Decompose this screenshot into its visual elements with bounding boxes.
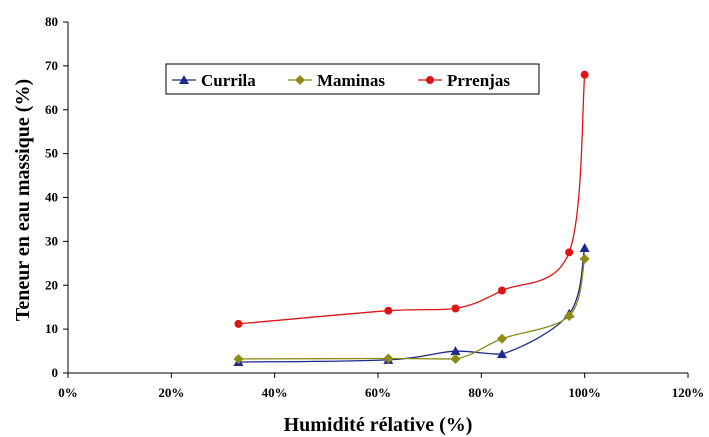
y-tick-label: 30 [45, 233, 58, 248]
data-point-prrenjas [565, 248, 574, 257]
data-point-prrenjas [234, 319, 243, 328]
x-tick-label: 20% [158, 385, 184, 400]
y-tick-label: 50 [45, 146, 58, 161]
series-line-prrenjas [238, 74, 586, 325]
x-axis-title: Humidité rélative (%) [284, 414, 473, 436]
data-point-currila [450, 346, 461, 356]
legend-label-currila: Currila [201, 71, 256, 90]
series-layer [233, 70, 590, 367]
data-point-prrenjas [384, 306, 393, 315]
legend-marker-prrenjas [426, 76, 434, 84]
legend-marker-currila [179, 75, 189, 84]
data-point-prrenjas [580, 70, 589, 79]
x-tick-label: 80% [468, 385, 494, 400]
data-point-maminas [233, 353, 244, 364]
legend-marker-maminas [295, 75, 305, 85]
data-point-maminas [564, 310, 575, 321]
data-point-currila [497, 349, 507, 359]
series-line-maminas [238, 258, 586, 360]
y-tick-label: 60 [45, 102, 58, 117]
x-tick-label: 40% [262, 385, 288, 400]
y-tick-label: 40 [45, 190, 58, 205]
data-point-maminas [579, 253, 590, 264]
y-tick-label: 0 [52, 365, 59, 380]
legend: Currila Maminas Prrenjas [165, 63, 540, 95]
data-point-currila [579, 242, 590, 252]
legend-label-maminas: Maminas [317, 71, 385, 90]
y-tick-label: 10 [45, 321, 58, 336]
legend-box [165, 63, 540, 95]
x-tick-label: 0% [58, 385, 78, 400]
x-tick-label: 120% [672, 385, 705, 400]
y-tick-label: 20 [45, 277, 58, 292]
data-point-prrenjas [451, 304, 460, 313]
y-axis-title: Teneur en eau massique (%) [12, 79, 34, 321]
series-line-currila [238, 247, 586, 363]
series-maminas [233, 253, 590, 364]
series-currila [233, 242, 590, 367]
data-point-prrenjas [498, 286, 506, 295]
data-point-maminas [383, 353, 394, 364]
data-point-maminas [497, 333, 507, 344]
axes: 0 10 20 30 40 50 60 70 80 0% 20% 40% 60% 80% 100% 120% [45, 14, 704, 400]
legend-label-prrenjas: Prrenjas [447, 71, 510, 90]
x-tick-label: 60% [365, 385, 391, 400]
data-point-maminas [450, 353, 461, 364]
y-tick-label: 70 [45, 58, 58, 73]
x-tick-label: 100% [568, 385, 601, 400]
series-prrenjas [234, 70, 589, 328]
y-tick-label: 80 [45, 14, 58, 29]
